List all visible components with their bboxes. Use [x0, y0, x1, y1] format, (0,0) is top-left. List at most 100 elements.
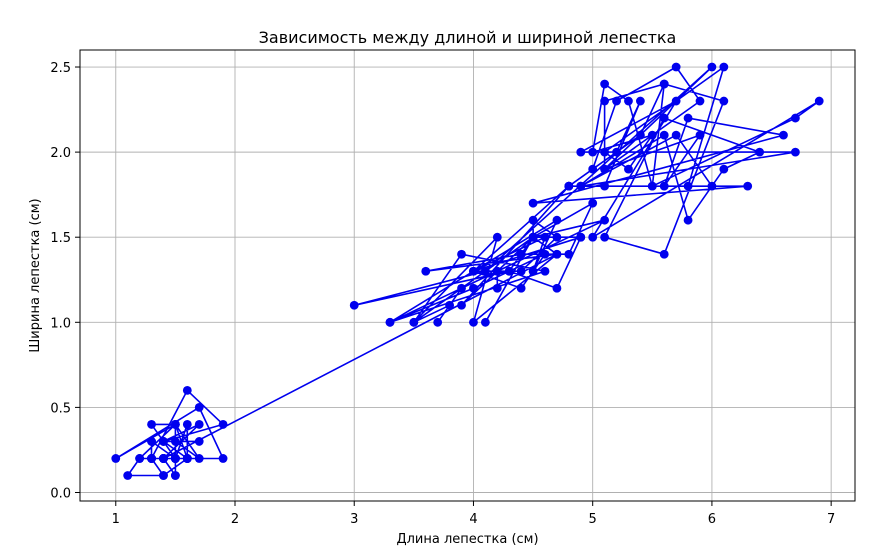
- data-point: [576, 181, 586, 191]
- data-point: [159, 471, 168, 480]
- data-point: [469, 266, 478, 276]
- x-tick-label: 4: [469, 512, 477, 527]
- chart-title: Зависимость между длиной и шириной лепес…: [259, 28, 677, 47]
- y-tick-label: 1.0: [50, 316, 71, 331]
- data-point: [588, 164, 598, 174]
- data-point: [790, 113, 800, 123]
- y-tick-label: 1.5: [50, 231, 71, 246]
- data-point: [552, 249, 562, 259]
- data-point: [540, 249, 550, 259]
- data-point: [612, 96, 621, 106]
- data-point: [635, 96, 645, 106]
- data-point: [540, 266, 550, 276]
- data-point: [182, 420, 192, 429]
- data-point: [600, 181, 610, 191]
- data-point: [540, 232, 550, 242]
- data-point: [182, 454, 192, 463]
- data-point: [719, 62, 729, 72]
- data-point: [516, 283, 526, 293]
- data-point: [492, 232, 502, 242]
- data-point: [790, 147, 800, 157]
- data-point: [635, 130, 645, 140]
- y-tick-label: 0.0: [50, 486, 71, 501]
- data-point: [182, 385, 192, 395]
- y-axis-label: Ширина лепестка (см): [28, 198, 43, 352]
- y-tick-label: 2.0: [50, 146, 71, 161]
- data-point: [552, 232, 562, 242]
- data-point: [624, 164, 633, 174]
- data-point: [683, 215, 693, 225]
- data-point: [111, 454, 121, 463]
- data-point: [779, 130, 788, 140]
- data-point: [671, 62, 681, 72]
- data-point: [588, 147, 598, 157]
- data-point: [147, 420, 156, 429]
- data-point: [528, 215, 538, 225]
- data-point: [707, 62, 717, 72]
- data-point: [480, 317, 490, 327]
- data-point: [457, 283, 466, 293]
- data-point: [600, 215, 610, 225]
- data-point: [516, 249, 526, 259]
- data-point: [600, 147, 610, 157]
- data-point: [576, 147, 586, 157]
- data-point: [659, 130, 669, 140]
- data-point: [457, 300, 466, 310]
- x-tick-label: 2: [231, 512, 239, 527]
- data-point: [707, 181, 717, 191]
- data-point: [814, 96, 824, 106]
- data-point: [695, 96, 705, 106]
- data-point: [683, 181, 693, 191]
- data-point: [755, 147, 765, 157]
- data-point: [194, 437, 204, 446]
- data-point: [480, 266, 490, 276]
- data-point: [469, 283, 478, 293]
- data-point: [194, 454, 204, 463]
- data-point: [528, 232, 538, 242]
- data-point: [719, 164, 729, 174]
- data-point: [135, 454, 145, 463]
- data-point: [719, 96, 729, 106]
- series-layer: [111, 62, 824, 480]
- data-point: [647, 181, 657, 191]
- x-tick-label: 1: [112, 512, 120, 527]
- data-point: [218, 454, 228, 463]
- data-point: [170, 471, 180, 480]
- data-point: [671, 130, 681, 140]
- data-point: [695, 130, 705, 140]
- data-point: [659, 113, 669, 123]
- data-point: [147, 454, 156, 463]
- data-point: [600, 96, 610, 106]
- data-point: [588, 198, 598, 208]
- data-point: [659, 79, 669, 89]
- data-point: [194, 420, 204, 429]
- data-point: [385, 317, 395, 327]
- data-point: [600, 232, 610, 242]
- data-point: [492, 266, 502, 276]
- y-tick-label: 0.5: [50, 401, 71, 416]
- data-point: [194, 402, 204, 412]
- data-point: [552, 215, 562, 225]
- data-point: [218, 420, 228, 429]
- data-point: [552, 283, 562, 293]
- data-point: [170, 454, 180, 463]
- data-point: [457, 249, 466, 259]
- data-point: [743, 181, 753, 191]
- data-point: [170, 437, 180, 446]
- data-point: [600, 79, 610, 89]
- x-axis-label: Длина лепестка (см): [396, 532, 538, 547]
- ticks: 1 2 3 4 5 6 7 0.0 0.5 1.0 1.5 2.0 2.5: [50, 61, 835, 527]
- data-point: [469, 317, 478, 327]
- data-point: [588, 232, 598, 242]
- axes-frame: [79, 49, 856, 502]
- data-point: [564, 249, 574, 259]
- data-point: [528, 266, 538, 276]
- data-point: [612, 147, 621, 157]
- data-point: [349, 300, 359, 310]
- x-tick-label: 6: [708, 512, 716, 527]
- data-point: [683, 113, 693, 123]
- data-point: [123, 471, 133, 480]
- data-point: [504, 266, 514, 276]
- data-point: [576, 232, 586, 242]
